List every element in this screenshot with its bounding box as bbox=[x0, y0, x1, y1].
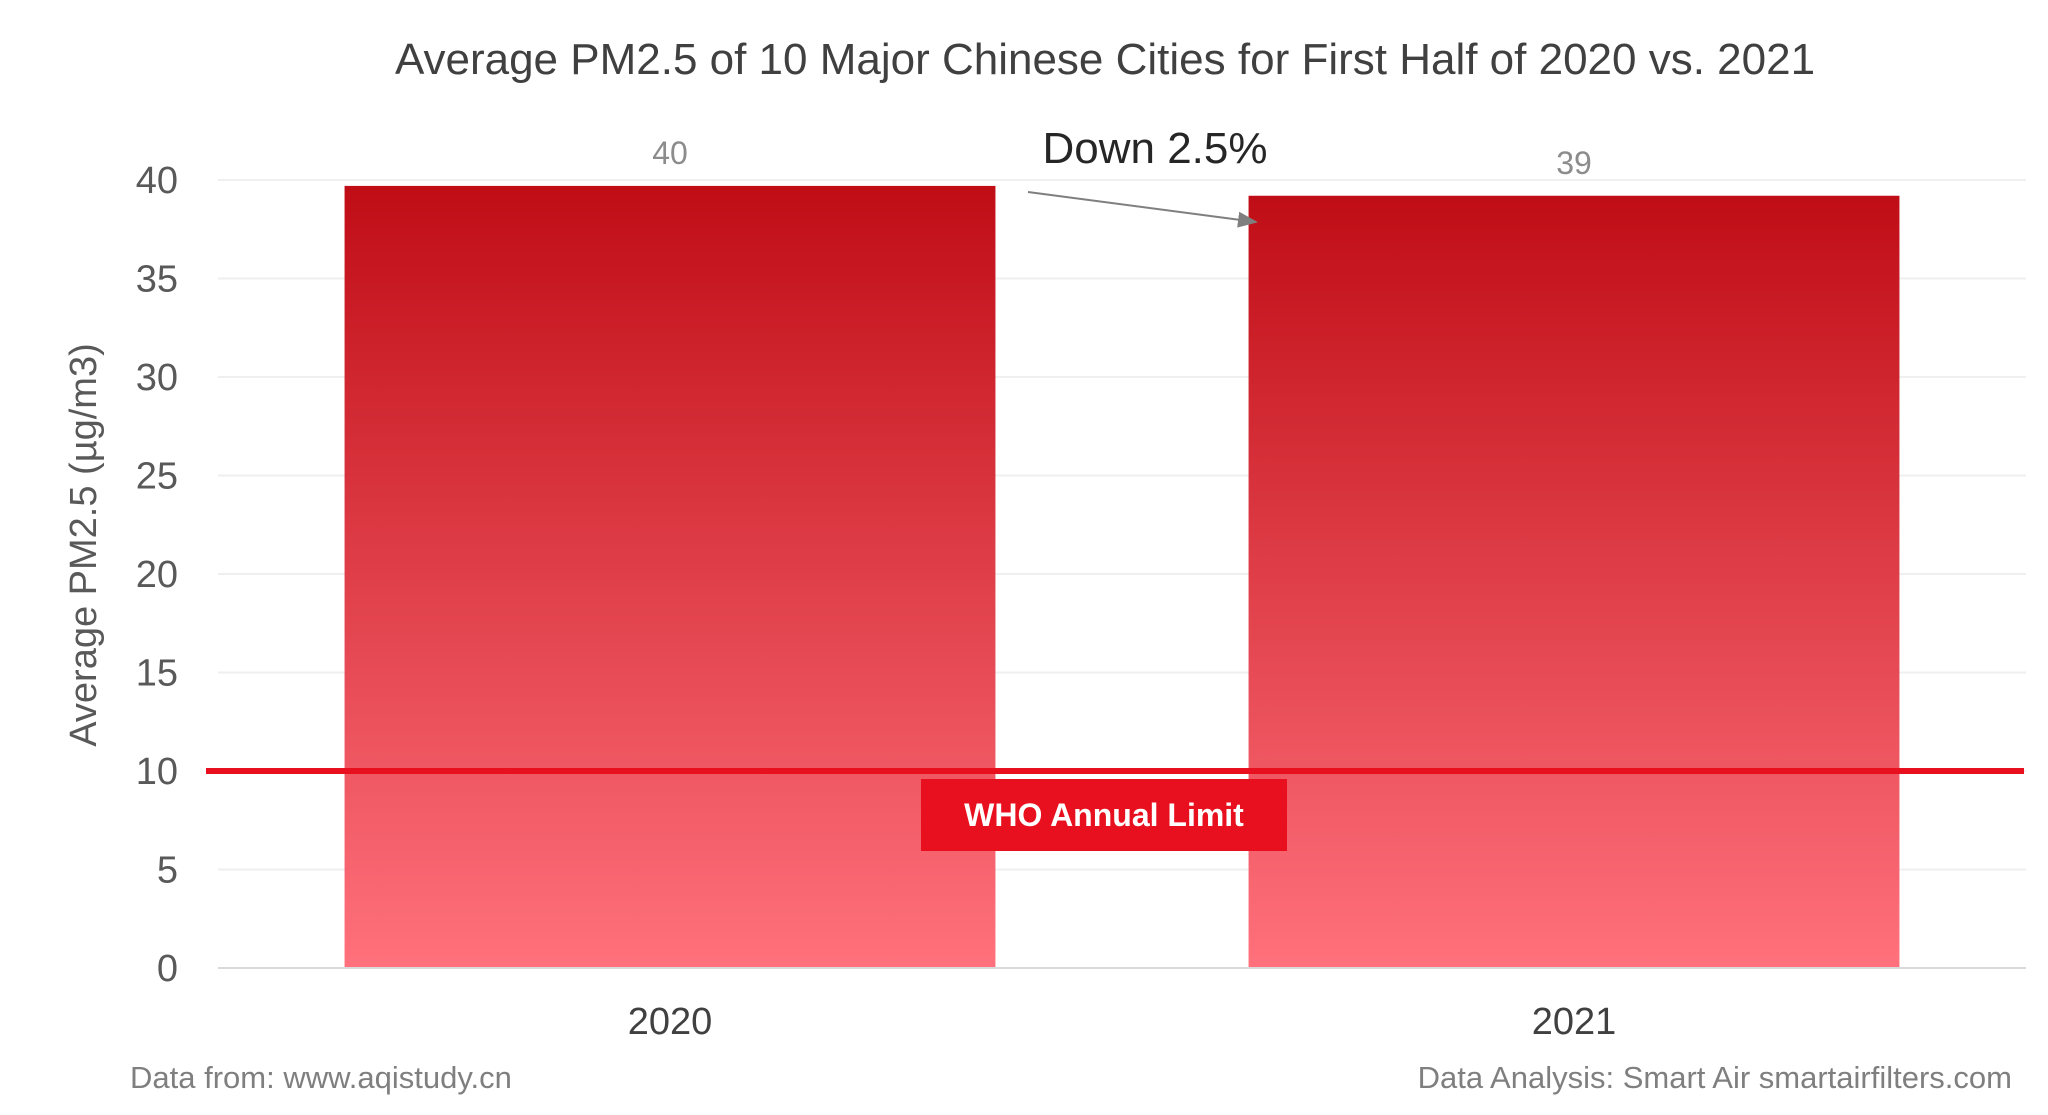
who-label-text: WHO Annual Limit bbox=[964, 797, 1244, 833]
data-label-2020: 40 bbox=[652, 135, 688, 171]
bars: 40 2020 39 2021 bbox=[344, 135, 1900, 1043]
y-tick-label: 0 bbox=[157, 948, 178, 990]
data-label-2021: 39 bbox=[1556, 145, 1592, 181]
credit-note: Data Analysis: Smart Air smartairfilters… bbox=[1418, 1060, 2012, 1095]
y-tick-label: 10 bbox=[136, 751, 178, 793]
x-tick-label-2021: 2021 bbox=[1532, 1001, 1617, 1043]
annotation-arrow bbox=[1027, 191, 1258, 228]
y-tick-label: 35 bbox=[136, 259, 178, 301]
who-label-box bbox=[921, 779, 1287, 851]
y-tick-label: 40 bbox=[136, 160, 178, 202]
bar-2021 bbox=[1248, 195, 1900, 968]
x-tick-label-2020: 2020 bbox=[628, 1001, 713, 1043]
annotation-down: Down 2.5% bbox=[1042, 124, 1267, 173]
y-tick-labels: 0 5 10 15 20 25 30 35 40 bbox=[136, 160, 178, 990]
y-tick-label: 15 bbox=[136, 653, 178, 695]
source-note: Data from: www.aqistudy.cn bbox=[130, 1060, 512, 1095]
y-tick-label: 30 bbox=[136, 357, 178, 399]
y-tick-label: 5 bbox=[157, 850, 178, 892]
y-tick-label: 25 bbox=[136, 456, 178, 498]
y-tick-label: 20 bbox=[136, 554, 178, 596]
bar-2020 bbox=[344, 185, 996, 968]
chart-title: Average PM2.5 of 10 Major Chinese Cities… bbox=[395, 35, 1815, 84]
y-axis-label: Average PM2.5 (µg/m3) bbox=[63, 343, 105, 746]
who-reference-line: WHO Annual Limit bbox=[206, 768, 2024, 851]
